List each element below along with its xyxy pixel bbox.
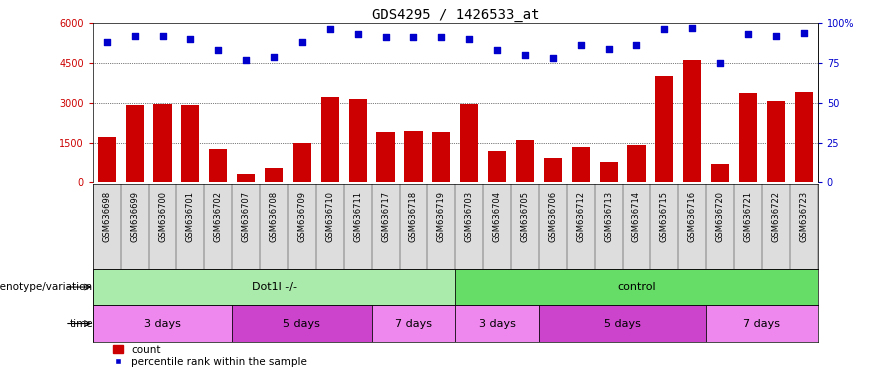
Bar [599, 162, 618, 182]
Bar [321, 98, 339, 182]
Bar [98, 137, 116, 182]
Point [239, 56, 253, 63]
Bar [265, 168, 283, 182]
Text: GSM636714: GSM636714 [632, 191, 641, 242]
Point [629, 42, 644, 48]
Point [295, 39, 309, 45]
Text: GSM636719: GSM636719 [437, 191, 446, 242]
Bar [516, 140, 534, 182]
Bar [739, 93, 757, 182]
Point [574, 42, 588, 48]
Point [323, 26, 337, 33]
Text: GSM636706: GSM636706 [548, 191, 557, 242]
Bar [93, 305, 232, 342]
Point [127, 33, 141, 39]
Point [434, 34, 448, 40]
Bar [377, 132, 394, 182]
Point [769, 33, 783, 39]
Bar [181, 105, 200, 182]
Text: GSM636718: GSM636718 [409, 191, 418, 242]
Bar [488, 151, 507, 182]
Bar [655, 76, 674, 182]
Bar [572, 147, 590, 182]
Bar [237, 174, 255, 182]
Point [156, 33, 170, 39]
Text: GSM636701: GSM636701 [186, 191, 194, 242]
Text: Dot1l -/-: Dot1l -/- [252, 282, 296, 292]
Text: GSM636722: GSM636722 [772, 191, 781, 242]
Bar [544, 159, 562, 182]
Text: GSM636715: GSM636715 [659, 191, 669, 242]
Bar [432, 132, 450, 182]
Text: GSM636703: GSM636703 [465, 191, 474, 242]
Point [713, 60, 728, 66]
Bar [461, 104, 478, 182]
Point [211, 47, 225, 53]
Point [601, 45, 615, 51]
Bar [455, 305, 539, 342]
Point [796, 30, 811, 36]
Point [100, 39, 114, 45]
Text: GSM636723: GSM636723 [799, 191, 808, 242]
Text: 7 days: 7 days [395, 318, 432, 329]
Bar [93, 269, 455, 305]
Text: GSM636698: GSM636698 [103, 191, 111, 242]
Bar [539, 305, 706, 342]
Text: GSM636721: GSM636721 [743, 191, 752, 242]
Point [378, 34, 392, 40]
Text: 3 days: 3 days [478, 318, 515, 329]
Text: GSM636710: GSM636710 [325, 191, 334, 242]
Point [518, 52, 532, 58]
Bar [628, 145, 645, 182]
Text: genotype/variation: genotype/variation [0, 282, 93, 292]
Text: GSM636716: GSM636716 [688, 191, 697, 242]
Text: GSM636708: GSM636708 [270, 191, 278, 242]
Bar [455, 269, 818, 305]
Text: 5 days: 5 days [604, 318, 641, 329]
Bar [293, 142, 311, 182]
Point [685, 25, 699, 31]
Bar [371, 305, 455, 342]
Point [658, 26, 672, 33]
Point [183, 36, 197, 42]
Legend: count, percentile rank within the sample: count, percentile rank within the sample [112, 345, 307, 367]
Text: GSM636717: GSM636717 [381, 191, 390, 242]
Text: GSM636712: GSM636712 [576, 191, 585, 242]
Bar [126, 105, 144, 182]
Text: GSM636713: GSM636713 [604, 191, 613, 242]
Bar [706, 305, 818, 342]
Point [490, 47, 504, 53]
Text: GSM636700: GSM636700 [158, 191, 167, 242]
Bar [795, 92, 812, 182]
Point [462, 36, 476, 42]
Text: GSM636711: GSM636711 [354, 191, 362, 242]
Bar [348, 99, 367, 182]
Bar [766, 101, 785, 182]
Text: GSM636707: GSM636707 [241, 191, 251, 242]
Text: GSM636699: GSM636699 [130, 191, 139, 242]
Title: GDS4295 / 1426533_at: GDS4295 / 1426533_at [371, 8, 539, 22]
Point [741, 31, 755, 37]
Bar [404, 131, 423, 182]
Bar [711, 164, 729, 182]
Text: control: control [617, 282, 656, 292]
Bar [683, 60, 701, 182]
Point [267, 53, 281, 60]
Point [545, 55, 560, 61]
Text: GSM636704: GSM636704 [492, 191, 501, 242]
Text: 3 days: 3 days [144, 318, 181, 329]
Point [351, 31, 365, 37]
Bar [154, 104, 171, 182]
Text: GSM636720: GSM636720 [716, 191, 725, 242]
Point [407, 34, 421, 40]
Bar [210, 149, 227, 182]
Text: GSM636709: GSM636709 [297, 191, 307, 242]
Bar [232, 305, 371, 342]
Text: 7 days: 7 days [743, 318, 781, 329]
Text: 5 days: 5 days [284, 318, 320, 329]
Text: GSM636702: GSM636702 [214, 191, 223, 242]
Text: GSM636705: GSM636705 [521, 191, 530, 242]
Text: time: time [69, 318, 93, 329]
